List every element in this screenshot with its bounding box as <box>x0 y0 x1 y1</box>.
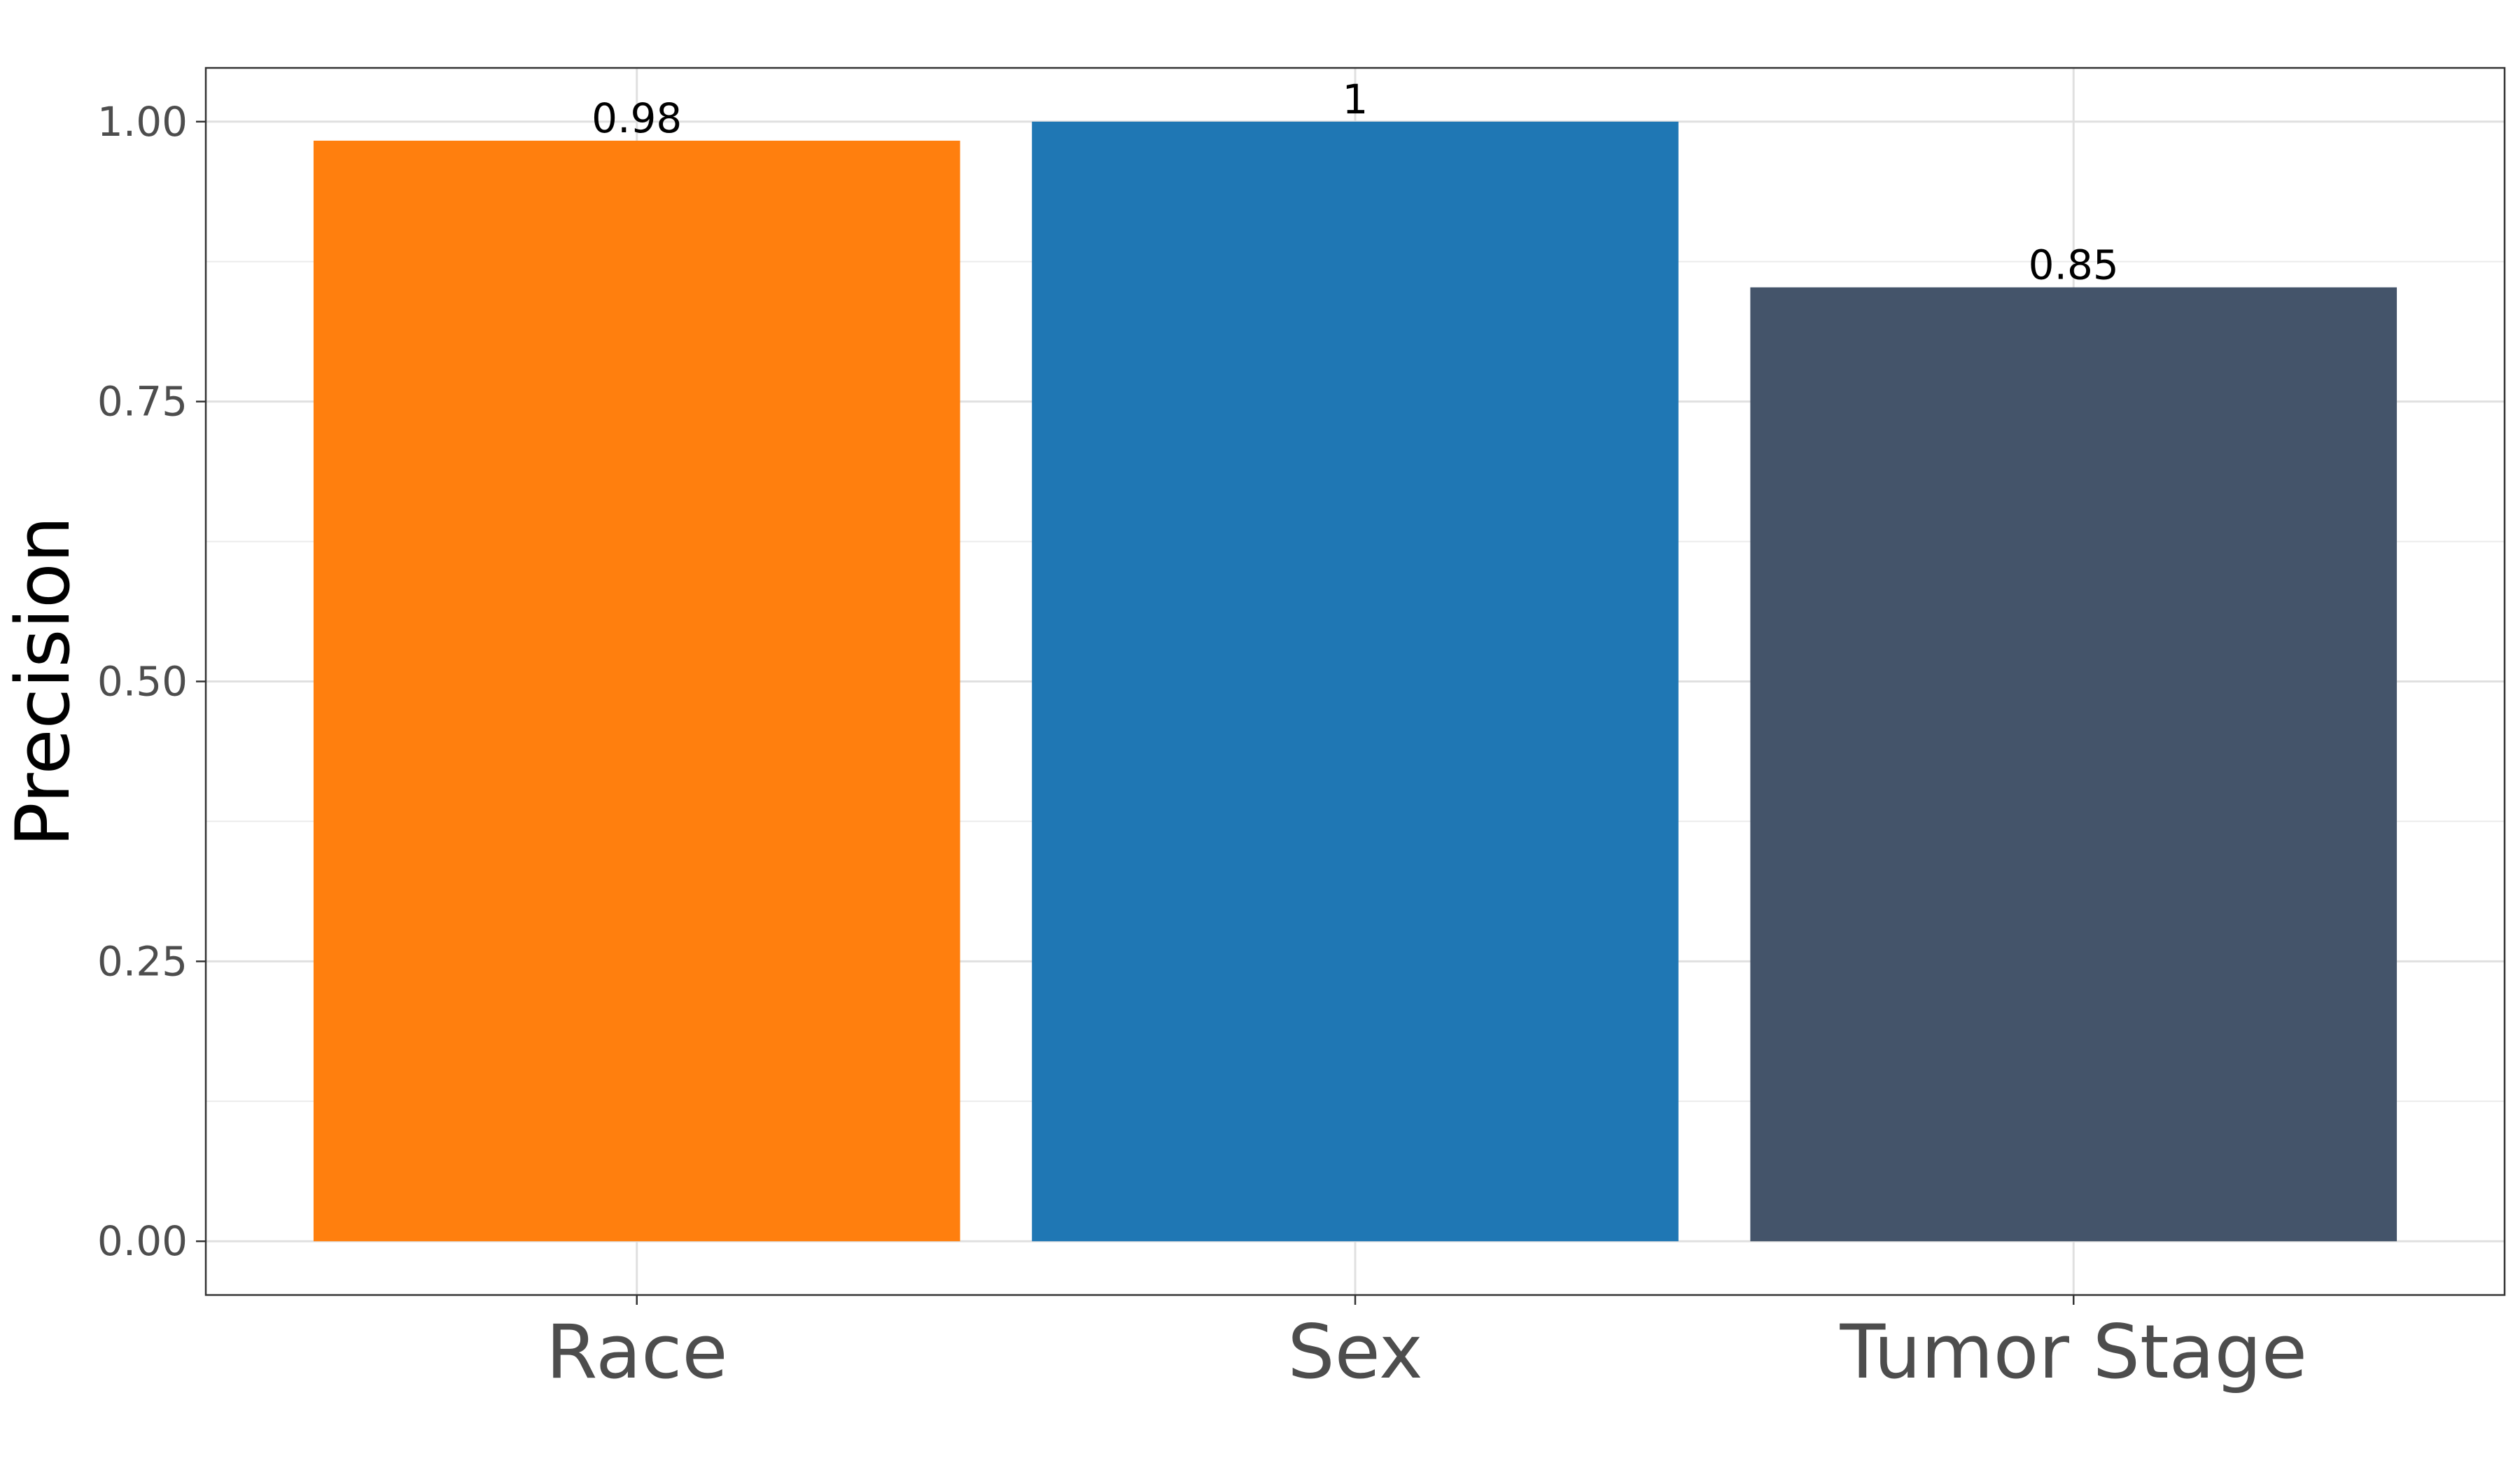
y-tick-label: 1.00 <box>97 98 188 146</box>
bars <box>313 121 2398 1242</box>
y-tick-label: 0.75 <box>97 378 188 426</box>
y-tick-label: 0.50 <box>97 658 188 706</box>
bar-value-label: 1 <box>1343 76 1368 123</box>
bar-sex <box>1032 121 1679 1242</box>
y-axis: 0.00 0.25 0.50 0.75 1.00 <box>97 98 206 1265</box>
y-tick-label: 0.00 <box>97 1217 188 1265</box>
x-axis: Race Sex Tumor Stage <box>546 1295 2307 1395</box>
bar-tumor-stage <box>1750 287 2398 1242</box>
bar-value-label: 0.98 <box>592 94 682 142</box>
bar-value-labels: 0.98 1 0.85 <box>592 76 2119 289</box>
bar-race <box>313 140 960 1242</box>
y-axis-title: Precision <box>0 516 86 847</box>
y-tick-label: 0.25 <box>97 937 188 985</box>
x-tick-label: Sex <box>1287 1309 1422 1395</box>
x-tick-label: Tumor Stage <box>1839 1309 2307 1395</box>
x-tick-label: Race <box>546 1309 728 1395</box>
bar-value-label: 0.85 <box>2029 241 2119 288</box>
